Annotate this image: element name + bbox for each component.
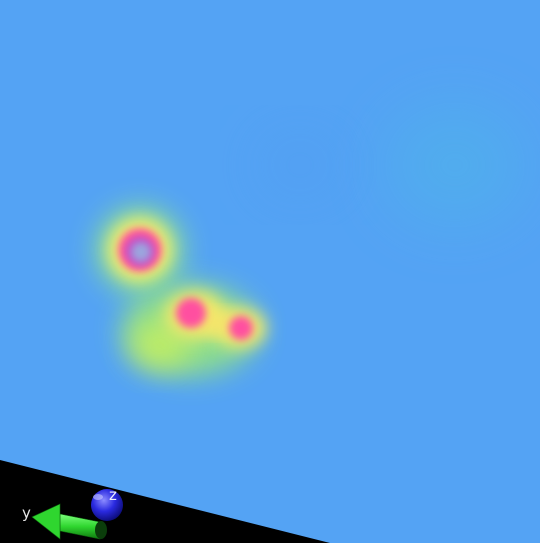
z-axis-ball xyxy=(91,489,123,521)
axes-gizmo[interactable] xyxy=(32,489,123,539)
faint-hotspot xyxy=(385,105,525,225)
ring-peak xyxy=(96,206,184,294)
faint-hotspot-2 xyxy=(260,135,340,195)
peak-left xyxy=(176,298,206,328)
peak-right xyxy=(229,316,253,340)
